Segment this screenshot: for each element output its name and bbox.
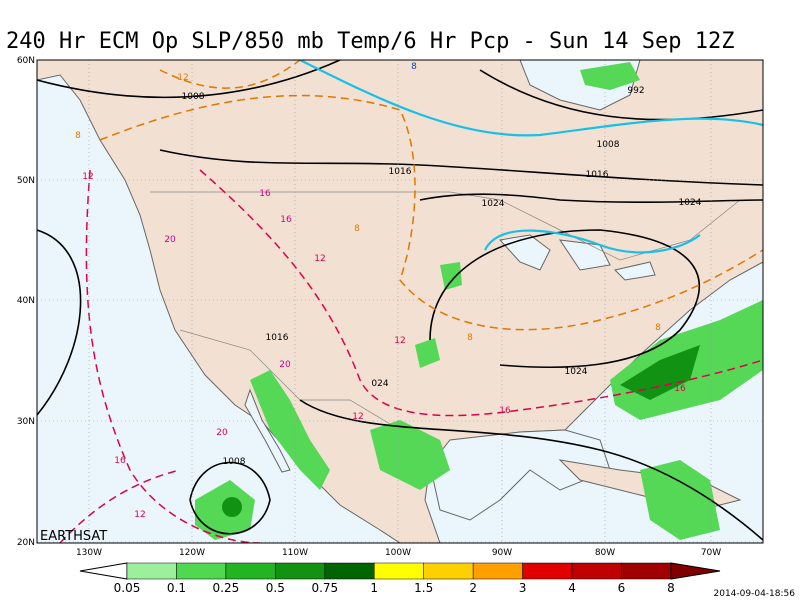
colorbar-box: [472, 562, 523, 580]
colorbar-box: [126, 562, 177, 580]
contour-label: 16: [114, 456, 126, 466]
timestamp: 2014-09-04-18:56: [714, 589, 796, 599]
contour-label: 12: [82, 172, 93, 182]
contour-label: 024: [371, 379, 388, 389]
lat-label: 30N: [17, 417, 35, 427]
colorbar-label: 0.05: [114, 581, 141, 595]
lon-label: 80W: [595, 548, 615, 558]
contour-label: 16: [259, 189, 271, 199]
lon-label: 100W: [385, 548, 411, 558]
contour-label: 1016: [586, 170, 609, 180]
colorbar-low: [79, 562, 128, 580]
contour-label: 12: [394, 336, 405, 346]
credit: EARTHSAT: [40, 529, 107, 544]
colorbar-label: 0.25: [213, 581, 240, 595]
map-area: [37, 60, 763, 543]
colorbar-box: [225, 562, 276, 580]
contour-label: 12: [352, 412, 363, 422]
contour-label: 8: [411, 62, 417, 72]
colorbar-label: 3: [519, 581, 527, 595]
map-frame: [36, 59, 764, 544]
contour-label: 1008: [182, 92, 205, 102]
graticule: [37, 60, 763, 543]
contour-label: 8: [467, 333, 473, 343]
contour-label: 1024: [679, 198, 702, 208]
colorbar-label: 0.75: [311, 581, 338, 595]
contour-label: 1024: [482, 199, 505, 209]
colorbar-box: [423, 562, 474, 580]
colorbar-box: [522, 562, 573, 580]
lat-label: 50N: [17, 176, 35, 186]
lat-label: 40N: [17, 296, 35, 306]
contour-label: 12: [314, 254, 325, 264]
colorbar-label: 6: [618, 581, 626, 595]
title: 240 Hr ECM Op SLP/850 mb Temp/6 Hr Pcp -…: [6, 29, 734, 54]
colorbar-label: 0.5: [266, 581, 285, 595]
colorbar-box: [176, 562, 227, 580]
contour-label: 16: [674, 384, 686, 394]
contour-label: 16: [499, 406, 511, 416]
contour-label: 16: [280, 215, 292, 225]
contour-label: 20: [279, 360, 291, 370]
contour-label: 1024: [565, 367, 588, 377]
gulf-of-california: [244, 388, 291, 473]
contour-label: 8: [354, 224, 360, 234]
colorbar-box: [571, 562, 622, 580]
colorbar-label: 1: [370, 581, 378, 595]
colorbar-box: [324, 562, 375, 580]
temp-contours-cyan: [299, 60, 763, 254]
colorbar-label: 8: [667, 581, 675, 595]
map-labels: 60N 50N 40N 30N 20N 130W 120W 110W 100W 90W 80W 70W…: [17, 56, 721, 558]
contour-label: 20: [164, 235, 176, 245]
contour-label: 1008: [597, 140, 620, 150]
colorbar-box: [275, 562, 326, 580]
lon-label: 90W: [492, 548, 512, 558]
colorbar-label: 0.1: [167, 581, 186, 595]
lon-label: 120W: [179, 548, 205, 558]
lat-label: 20N: [17, 538, 35, 548]
lon-label: 70W: [701, 548, 721, 558]
contour-label: 12: [134, 510, 145, 520]
contour-label: 12: [177, 73, 188, 83]
colorbar-label: 2: [469, 581, 477, 595]
temp-contours-red: [59, 169, 763, 543]
colorbar-label: 4: [568, 581, 576, 595]
contour-label: 8: [75, 131, 81, 141]
contour-label: 992: [627, 86, 644, 96]
contour-label: 1016: [266, 333, 289, 343]
contour-label: 20: [216, 428, 228, 438]
colorbar: 0.05 0.1 0.25 0.5 0.75 1 1.5 2 3 4 6 8: [79, 562, 721, 595]
temp-contours-orange: [99, 60, 763, 331]
lat-label: 60N: [17, 56, 35, 66]
contour-label: 8: [655, 323, 661, 333]
isobars: [37, 60, 763, 541]
colorbar-label: 1.5: [414, 581, 433, 595]
precipitation-heavy: [222, 345, 700, 517]
colorbar-high: [670, 562, 721, 580]
contour-label: 1008: [223, 457, 246, 467]
colorbar-box: [621, 562, 672, 580]
lon-label: 130W: [76, 548, 102, 558]
contour-label: 1016: [389, 167, 412, 177]
lon-label: 110W: [282, 548, 308, 558]
colorbar-box: [374, 562, 424, 580]
